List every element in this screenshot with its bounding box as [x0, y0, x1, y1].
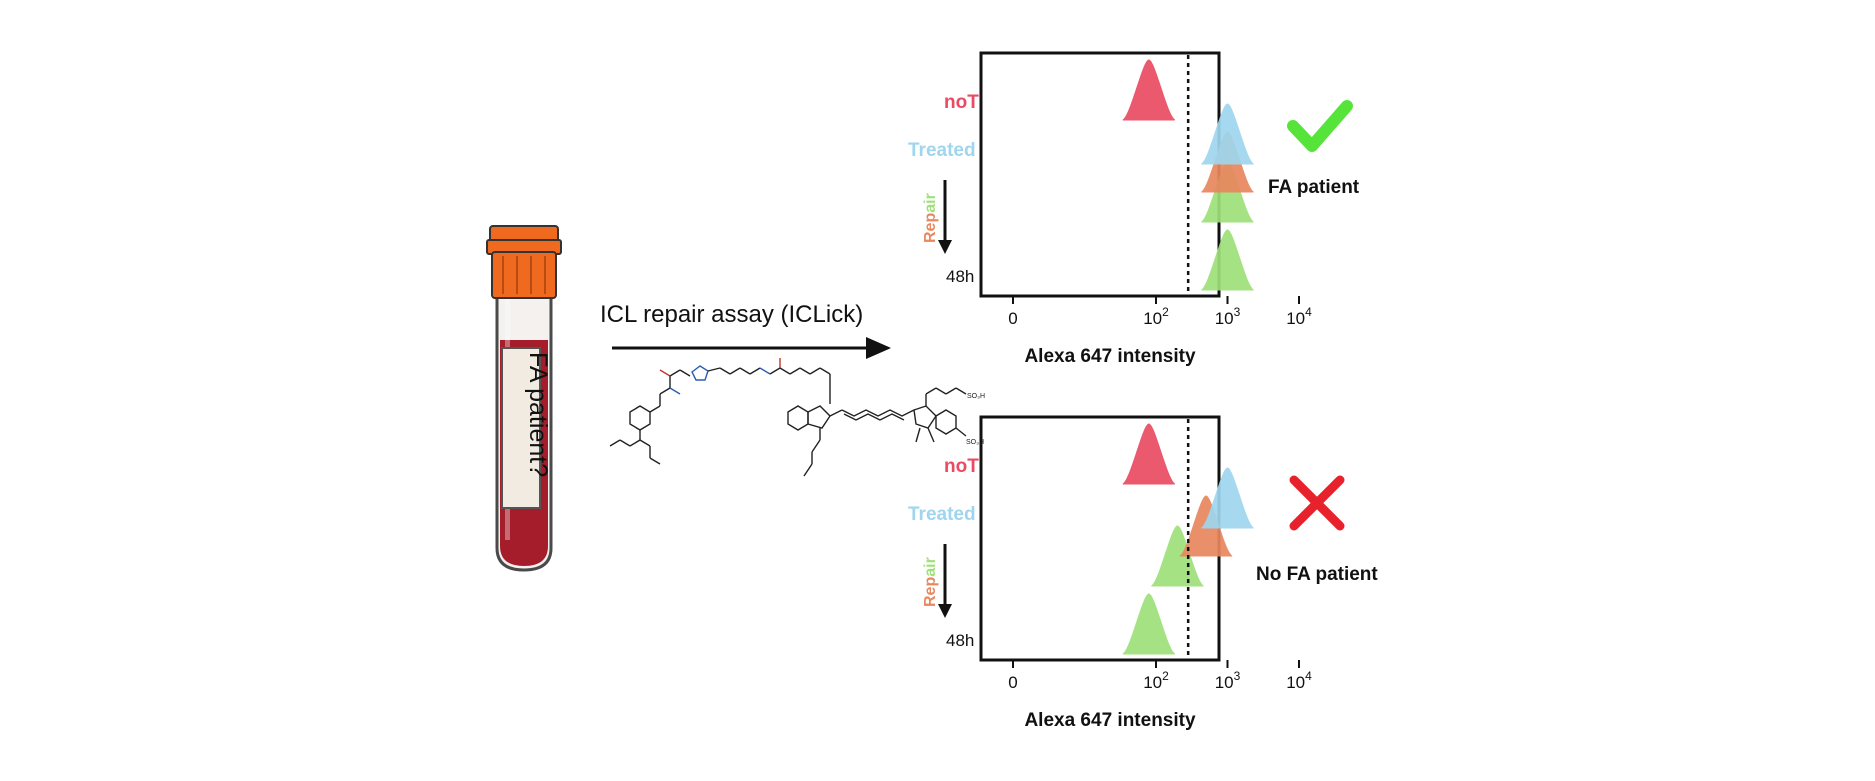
x-axis-title-bottom: Alexa 647 intensity — [1024, 710, 1196, 731]
assay-label: ICL repair assay (ICLick) — [600, 301, 863, 328]
tube-label-text: FA patient? — [524, 352, 552, 477]
x-tick-label: 102 — [1143, 305, 1169, 328]
repair-text: Repair — [922, 193, 939, 243]
label-treated-bottom: Treated — [908, 504, 976, 525]
panel-top-frame — [979, 51, 1221, 298]
tube-label-paper — [501, 347, 541, 509]
chemical-structure-icon — [609, 358, 967, 477]
x-tick-label: 103 — [1215, 669, 1241, 692]
verdict-top: FA patient — [1268, 177, 1360, 198]
label-48h-top: 48h — [946, 267, 974, 286]
histogram-peak-48h — [1201, 229, 1254, 291]
label-treated-top: Treated — [908, 140, 976, 161]
histogram-bottom — [1122, 419, 1254, 657]
repair-label-bottom: Repair — [922, 557, 939, 607]
repair-text: Repair — [922, 557, 939, 607]
histogram-top — [1122, 55, 1254, 293]
chemical-so3h-text-2: SO₃H — [966, 439, 984, 446]
x-axis-top: 0 102 103 104 — [1008, 296, 1312, 328]
label-noT-top: noT — [944, 92, 979, 113]
repair-axis-top — [938, 180, 952, 254]
chemical-so3h-text: SO₃H — [967, 393, 985, 400]
histogram-peak-treated — [1201, 103, 1254, 165]
checkmark-icon — [1287, 100, 1353, 152]
repair-label-top: Repair — [922, 193, 939, 243]
x-tick-label: 0 — [1008, 673, 1017, 692]
x-axis-title-top: Alexa 647 intensity — [1024, 346, 1196, 367]
repair-axis-bottom — [938, 544, 952, 618]
assay-arrow — [612, 337, 891, 359]
verdict-bottom: No FA patient — [1256, 564, 1378, 585]
x-tick-label: 103 — [1215, 305, 1241, 328]
histogram-peak-48h — [1122, 593, 1176, 655]
x-tick-label: 102 — [1143, 669, 1169, 692]
x-tick-label: 104 — [1286, 669, 1312, 692]
label-48h-bottom: 48h — [946, 631, 974, 650]
tube-cap — [486, 225, 562, 299]
label-noT-bottom: noT — [944, 456, 979, 477]
x-axis-bottom: 0 102 103 104 — [1008, 660, 1312, 692]
histogram-peak-treated — [1201, 467, 1254, 529]
cross-icon — [1289, 475, 1345, 531]
histogram-peak-not — [1122, 423, 1176, 485]
x-tick-label: 104 — [1286, 305, 1312, 328]
blood-tube: FA patient? — [486, 225, 562, 572]
histogram-peak-not — [1122, 59, 1176, 121]
histogram-peak-repair-mid — [1151, 525, 1204, 587]
x-tick-label: 0 — [1008, 309, 1017, 328]
